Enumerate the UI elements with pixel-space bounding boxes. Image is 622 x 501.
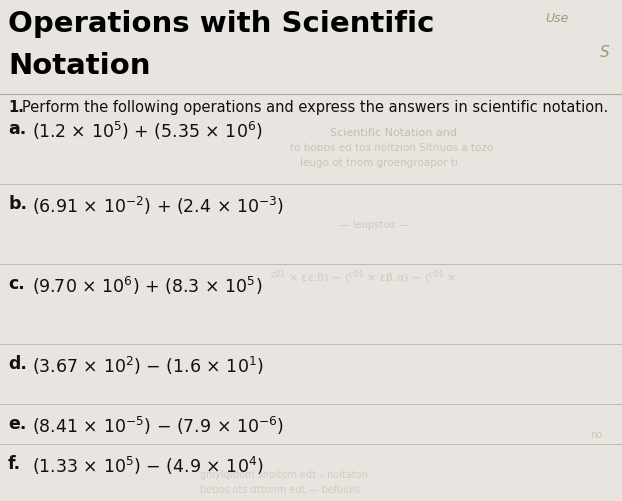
Text: e.: e. bbox=[8, 414, 26, 432]
Text: c.: c. bbox=[8, 275, 25, 293]
Text: 1.: 1. bbox=[8, 100, 24, 115]
Text: f.: f. bbox=[8, 454, 21, 472]
Text: b.: b. bbox=[8, 194, 27, 212]
Text: (8.41 × 10$^{-5}$) − (7.9 × 10$^{-6}$): (8.41 × 10$^{-5}$) − (7.9 × 10$^{-6}$) bbox=[32, 414, 284, 436]
Text: — leupstoα —: — leupstoα — bbox=[340, 219, 408, 229]
Text: to bobbs ed tos noltzion Sltnuos a tozo: to bobbs ed tos noltzion Sltnuos a tozo bbox=[290, 143, 493, 153]
Text: gniylqitlom snoitom edt – noitaton: gniylqitlom snoitom edt – noitaton bbox=[200, 469, 368, 479]
Text: a.: a. bbox=[8, 120, 26, 138]
Text: Perform the following operations and express the answers in scientific notation.: Perform the following operations and exp… bbox=[22, 100, 608, 115]
Text: (9.70 × 10$^6$) + (8.3 × 10$^5$): (9.70 × 10$^6$) + (8.3 × 10$^5$) bbox=[32, 275, 262, 297]
Text: $^{c01}$ × εε.0) − ($^{c01}$ × εβ.α) − ($^{c01}$ ×: $^{c01}$ × εε.0) − ($^{c01}$ × εβ.α) − (… bbox=[270, 268, 457, 286]
Text: (6.91 × 10$^{-2}$) + (2.4 × 10$^{-3}$): (6.91 × 10$^{-2}$) + (2.4 × 10$^{-3}$) bbox=[32, 194, 284, 216]
Text: Scientific Notation and: Scientific Notation and bbox=[330, 128, 457, 138]
Text: (1.33 × 10$^5$) − (4.9 × 10$^4$): (1.33 × 10$^5$) − (4.9 × 10$^4$) bbox=[32, 454, 264, 476]
Text: Use: Use bbox=[545, 12, 569, 25]
Text: Notation: Notation bbox=[8, 52, 151, 80]
Text: leugo ot tnom groengroapor ti: leugo ot tnom groengroapor ti bbox=[300, 158, 458, 168]
Text: (1.2 × 10$^5$) + (5.35 × 10$^6$): (1.2 × 10$^5$) + (5.35 × 10$^6$) bbox=[32, 120, 262, 142]
Text: Operations with Scientific: Operations with Scientific bbox=[8, 10, 434, 38]
Text: S: S bbox=[600, 45, 610, 60]
Text: bebos ots αttonm edt — befoiuls: bebos ots αttonm edt — befoiuls bbox=[200, 484, 360, 494]
Text: no: no bbox=[590, 429, 602, 439]
Text: (3.67 × 10$^2$) − (1.6 × 10$^1$): (3.67 × 10$^2$) − (1.6 × 10$^1$) bbox=[32, 354, 264, 376]
Text: d.: d. bbox=[8, 354, 27, 372]
